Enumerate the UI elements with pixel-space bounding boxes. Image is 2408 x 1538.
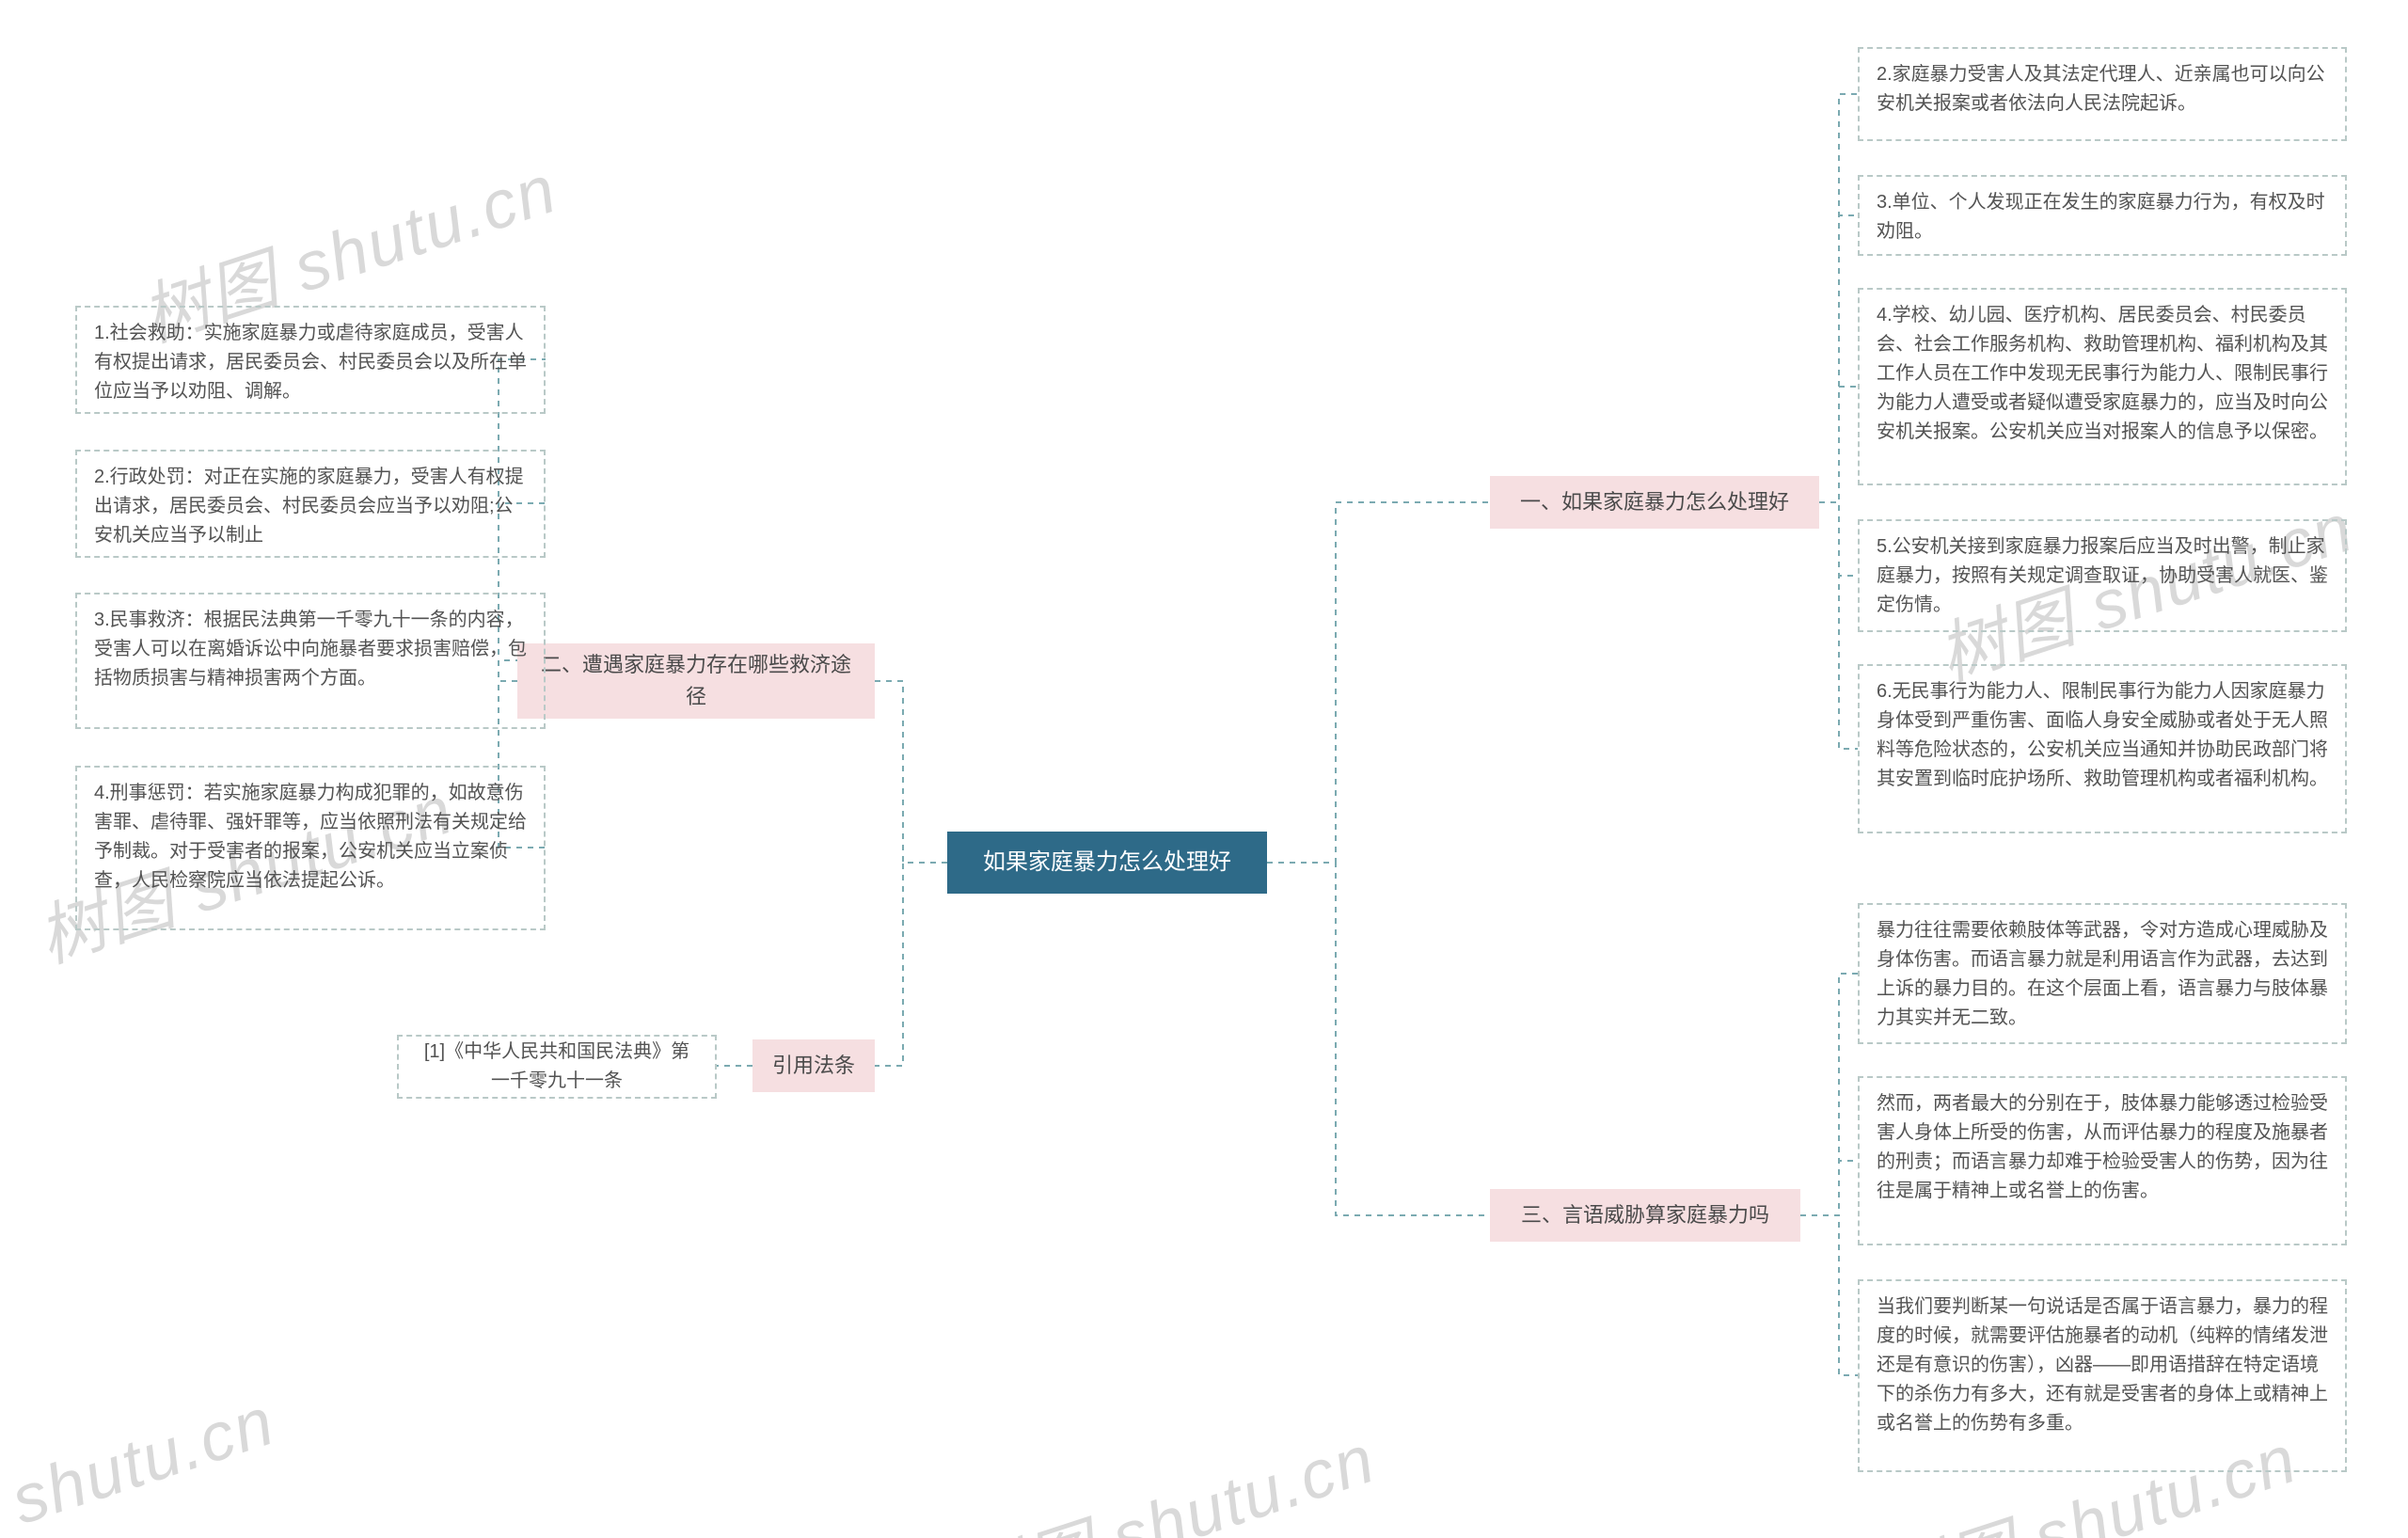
leaf-b1-5[interactable]: 5.公安机关接到家庭暴力报案后应当及时出警，制止家庭暴力，按照有关规定调查取证，… [1858,519,2347,632]
branch-1[interactable]: 一、如果家庭暴力怎么处理好 [1490,476,1819,529]
mindmap-canvas: 树图 shutu.cn 树图 shutu.cn 树图 shutu.cn 树图 s… [0,0,2408,1538]
leaf-b1-2[interactable]: 2.家庭暴力受害人及其法定代理人、近亲属也可以向公安机关报案或者依法向人民法院起… [1858,47,2347,141]
branch-3[interactable]: 三、言语威胁算家庭暴力吗 [1490,1189,1800,1242]
leaf-b2-2[interactable]: 2.行政处罚：对正在实施的家庭暴力，受害人有权提出请求，居民委员会、村民委员会应… [75,450,546,558]
root-node[interactable]: 如果家庭暴力怎么处理好 [947,832,1267,894]
watermark: 树图 shutu.cn [945,1403,1386,1538]
leaf-b1-4[interactable]: 4.学校、幼儿园、医疗机构、居民委员会、村民委员会、社会工作服务机构、救助管理机… [1858,288,2347,485]
leaf-b3-2[interactable]: 然而，两者最大的分别在于，肢体暴力能够透过检验受害人身体上所受的伤害，从而评估暴… [1858,1076,2347,1245]
leaf-b4-1[interactable]: [1]《中华人民共和国民法典》第一千零九十一条 [397,1035,717,1099]
leaf-b3-1[interactable]: 暴力往往需要依赖肢体等武器，令对方造成心理威胁及身体伤害。而语言暴力就是利用语言… [1858,903,2347,1044]
leaf-b3-3[interactable]: 当我们要判断某一句说话是否属于语言暴力，暴力的程度的时候，就需要评估施暴者的动机… [1858,1279,2347,1472]
watermark: 树图 shutu.cn [0,1366,285,1538]
leaf-b1-6[interactable]: 6.无民事行为能力人、限制民事行为能力人因家庭暴力身体受到严重伤害、面临人身安全… [1858,664,2347,833]
leaf-b2-4[interactable]: 4.刑事惩罚：若实施家庭暴力构成犯罪的，如故意伤害罪、虐待罪、强奸罪等，应当依照… [75,766,546,930]
leaf-b2-1[interactable]: 1.社会救助：实施家庭暴力或虐待家庭成员，受害人有权提出请求，居民委员会、村民委… [75,306,546,414]
branch-4[interactable]: 引用法条 [752,1039,875,1092]
leaf-b1-3[interactable]: 3.单位、个人发现正在发生的家庭暴力行为，有权及时劝阻。 [1858,175,2347,256]
leaf-b2-3[interactable]: 3.民事救济：根据民法典第一千零九十一条的内容，受害人可以在离婚诉讼中向施暴者要… [75,593,546,729]
branch-2[interactable]: 二、遭遇家庭暴力存在哪些救济途径 [517,643,875,719]
